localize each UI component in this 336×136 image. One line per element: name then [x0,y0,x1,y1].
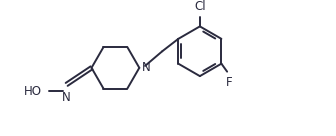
Text: N: N [142,61,151,74]
Text: HO: HO [24,85,42,98]
Text: N: N [62,91,71,104]
Text: Cl: Cl [194,0,206,13]
Text: F: F [226,76,233,89]
